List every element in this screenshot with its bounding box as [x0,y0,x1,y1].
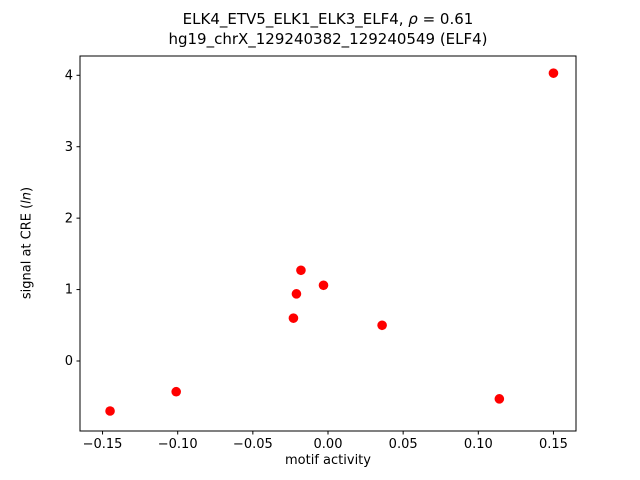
x-tick-label: 0.05 [389,437,418,452]
data-point [291,289,302,299]
x-tick-label: −0.05 [233,437,273,452]
y-label-pre: signal at CRE ( [19,203,35,300]
data-point [494,394,505,404]
y-tick-label: 1 [65,283,73,298]
data-points [105,68,559,416]
x-axis-label: motif activity [285,453,371,468]
y-tick-label: 2 [65,211,73,226]
data-point [171,386,181,397]
x-tick-label: 0.15 [539,437,568,452]
x-tick-label: −0.10 [158,437,198,452]
title-rho-symbol: ρ [408,10,418,28]
x-axis-ticks: −0.15 −0.10 −0.05 0.00 0.05 0.10 0.15 [83,431,568,452]
y-label-ln: ln [19,191,35,204]
title-text-post: = 0.61 [417,10,474,28]
chart-title-line1: ELK4_ETV5_ELK1_ELK3_ELF4, ρ = 0.61 [80,9,576,29]
chart-title: ELK4_ETV5_ELK1_ELK3_ELF4, ρ = 0.61 hg19_… [80,9,576,49]
chart-title-line2: hg19_chrX_129240382_129240549 (ELF4) [168,30,488,48]
title-text-pre: ELK4_ETV5_ELK1_ELK3_ELF4, [182,10,409,28]
x-tick-label: 0.00 [314,437,343,452]
plot-frame [79,55,577,432]
data-point [105,406,115,416]
y-tick-label: 3 [65,140,73,155]
data-point [296,265,306,276]
y-tick-label: 4 [65,68,73,83]
x-tick-label: −0.15 [83,437,123,452]
y-axis-ticks: 0 1 2 3 4 [65,68,80,369]
y-axis-label: signal at CRE (ln) [20,187,35,299]
data-point [377,320,387,331]
y-tick-label: 0 [65,354,73,369]
data-point [288,313,299,323]
data-point [548,68,559,78]
y-label-post: ) [19,186,35,192]
data-point [318,280,329,291]
x-tick-label: 0.10 [464,437,493,452]
